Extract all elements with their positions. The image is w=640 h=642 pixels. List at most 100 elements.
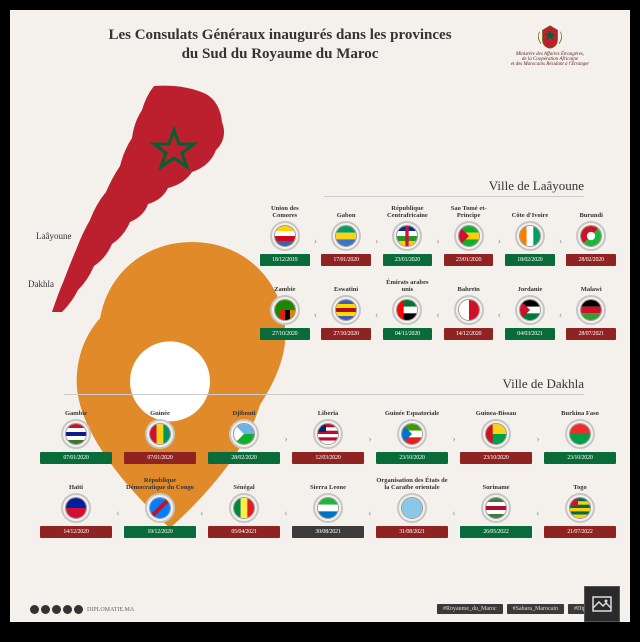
country-name: Liberia [292,400,364,417]
sequence-arrow: ‹ [496,309,502,321]
consulate-item: Jordanie 04/03/2021 [505,276,555,340]
social-icon [41,605,50,614]
sequence-arrow: › [535,433,541,445]
date-box: 04/11/2020 [383,328,433,340]
country-name: Togo [544,474,616,491]
country-name: Malawi [566,276,616,293]
section-title-dakhla: Ville de Dakhla [38,376,616,392]
flag-badge [313,419,343,449]
flag-badge [392,221,422,251]
consulate-item: Malawi 28/07/2021 [566,276,616,340]
date-box: 17/01/2020 [321,254,371,266]
country-name: Djibouti [208,400,280,417]
date-box: 27/10/2020 [321,328,371,340]
sequence-arrow: ‹ [535,507,541,519]
flag-badge [515,295,545,325]
image-button[interactable] [584,586,620,622]
sequence-arrow: › [115,433,121,445]
flag-badge [229,419,259,449]
date-box: 12/03/2020 [292,452,364,464]
flag-badge [397,419,427,449]
flag-badge [397,493,427,523]
consulate-item: Liberia 12/03/2020 [292,400,364,464]
sequence-arrow: ‹ [283,507,289,519]
date-box: 23/01/2020 [444,254,494,266]
sequence-arrow: › [283,433,289,445]
consulate-item: Organisation des États de la Caraïbe ori… [376,474,448,538]
sequence-arrow: › [496,235,502,247]
flag-badge [331,295,361,325]
consulate-item: Zambie 27/10/2020 [260,276,310,340]
section-title-laayoune: Ville de Laâyoune [260,178,616,194]
consulate-item: Burundi 28/02/2020 [566,202,616,266]
consulate-item: République Centrafricaine 23/01/2020 [383,202,433,266]
sequence-arrow: › [374,235,380,247]
flag-badge [145,419,175,449]
morocco-map: Laâyoune Dakhla [34,80,254,320]
date-box: 31/08/2021 [376,526,448,538]
date-box: 07/01/2020 [40,452,112,464]
country-name: Bahreïn [444,276,494,293]
country-name: Burundi [566,202,616,219]
consulate-item: Guinée Equatoriale 23/10/2020 [376,400,448,464]
consulate-item: Togo 21/07/2022 [544,474,616,538]
sequence-arrow: ‹ [367,507,373,519]
consulate-item: Côte d'Ivoire 18/02/2020 [505,202,555,266]
title-block: Les Consulats Généraux inaugurés dans le… [70,26,490,64]
date-box: 21/07/2022 [544,526,616,538]
date-box: 18/02/2020 [505,254,555,266]
date-box: 23/10/2020 [376,452,448,464]
laayoune-row-1: Union des Comores 18/12/2019›Gabon 17/01… [260,202,616,266]
map-label-dakhla: Dakhla [24,278,58,290]
country-name: Gabon [321,202,371,219]
country-name: Jordanie [505,276,555,293]
hashtag: #Sahara_Marocain [507,604,564,614]
country-name: Haïti [40,474,112,491]
consulate-item: Bahreïn 14/12/2020 [444,276,494,340]
flag-badge [576,221,606,251]
flag-badge [313,493,343,523]
consulate-item: Émirats arabes unis 04/11/2020 [383,276,433,340]
flag-badge [576,295,606,325]
sequence-arrow: ‹ [199,507,205,519]
consulate-item: Suriname 26/05/2022 [460,474,532,538]
flag-badge [229,493,259,523]
country-name: Burkina Faso [544,400,616,417]
country-name: République Centrafricaine [383,202,433,219]
social-icon [63,605,72,614]
crest-icon [535,24,565,50]
date-box: 07/01/2020 [124,452,196,464]
social-icon [52,605,61,614]
country-name: Zambie [260,276,310,293]
sequence-arrow: › [199,433,205,445]
dakhla-row-1: Gambie 07/01/2020›Guinée 07/01/2020›Djib… [38,400,616,464]
date-box: 14/12/2020 [40,526,112,538]
date-box: 18/12/2019 [260,254,310,266]
sequence-arrow: › [435,235,441,247]
hashtag: #Royaume_du_Maroc [437,604,503,614]
sequence-arrow: › [313,235,319,247]
flag-badge [392,295,422,325]
date-box: 23/10/2020 [460,452,532,464]
country-name: Suriname [460,474,532,491]
date-box: 28/07/2021 [566,328,616,340]
social-icons [30,605,83,614]
date-box: 23/10/2020 [544,452,616,464]
date-box: 14/12/2020 [444,328,494,340]
laayoune-row-2: Zambie 27/10/2020‹Eswatini 27/10/2020‹Ém… [260,276,616,340]
laayoune-group: Ville de Laâyoune Union des Comores 18/1… [260,178,616,350]
date-box: 28/02/2020 [566,254,616,266]
flag-badge [481,419,511,449]
consulate-item: Gambie 07/01/2020 [40,400,112,464]
sequence-arrow: › [558,235,564,247]
footer: DIPLOMATIE.MA #Royaume_du_Maroc #Sahara_… [30,604,610,614]
flag-badge [454,221,484,251]
date-box: 26/05/2022 [460,526,532,538]
consulate-item: Guinea-Bissau 23/10/2020 [460,400,532,464]
flag-badge [331,221,361,251]
date-box: 27/10/2020 [260,328,310,340]
title-line-1: Les Consulats Généraux inaugurés dans le… [70,26,490,45]
social-icon [74,605,83,614]
flag-badge [565,493,595,523]
flag-badge [61,493,91,523]
